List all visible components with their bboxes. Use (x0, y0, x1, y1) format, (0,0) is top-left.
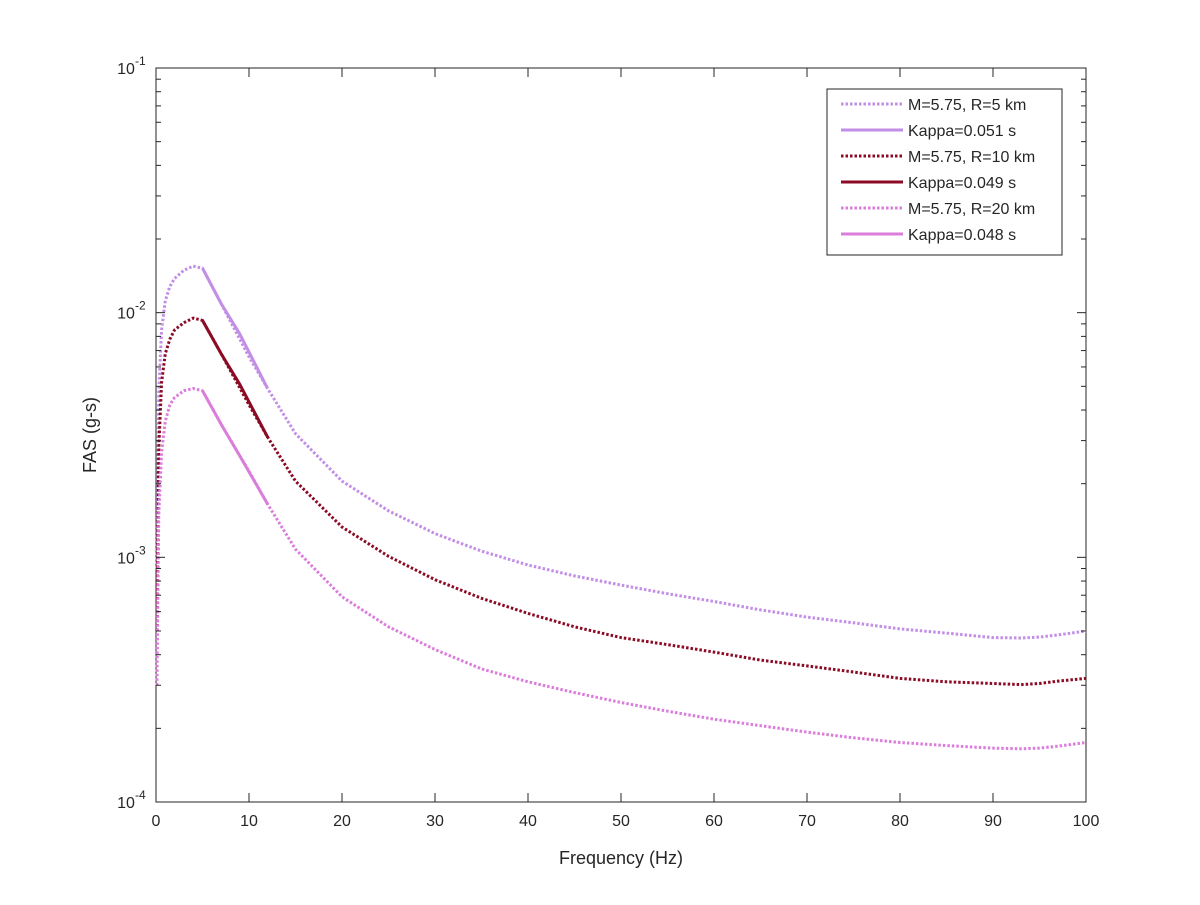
series-line-0 (155, 264, 1087, 640)
legend-label-2: M=5.75, R=10 km (908, 149, 1035, 166)
x-axis-label: Frequency (Hz) (559, 848, 683, 868)
x-tick-label: 90 (984, 813, 1002, 830)
legend: M=5.75, R=5 km Kappa=0.051 s M=5.75, R=10 … (826, 88, 1063, 256)
y-tick-label: 10 (117, 306, 135, 323)
series-line-1 (201, 267, 269, 390)
legend-label-3: Kappa=0.049 s (908, 175, 1016, 192)
series-line-4 (155, 387, 1087, 751)
y-tick-label-exponent: -4 (135, 788, 146, 802)
y-axis-label: FAS (g-s) (80, 397, 100, 473)
x-tick-label: 60 (705, 813, 723, 830)
y-tick-label: 10 (117, 61, 135, 78)
x-tick-label: 40 (519, 813, 537, 830)
x-tick-label: 10 (240, 813, 258, 830)
x-tick-label: 70 (798, 813, 816, 830)
x-tick-label: 30 (426, 813, 444, 830)
legend-label-0: M=5.75, R=5 km (908, 97, 1026, 114)
y-tick-label-exponent: -3 (135, 543, 146, 557)
x-tick-label: 0 (152, 813, 161, 830)
legend-label-1: Kappa=0.051 s (908, 123, 1016, 140)
series-layer (155, 264, 1087, 751)
x-tick-label: 80 (891, 813, 909, 830)
legend-label-4: M=5.75, R=20 km (908, 201, 1035, 218)
y-tick-label: 10 (117, 795, 135, 812)
x-tick-label: 20 (333, 813, 351, 830)
y-tick-label-exponent: -1 (135, 54, 146, 68)
y-tick-label-exponent: -2 (135, 299, 146, 313)
series-line-3 (201, 319, 269, 438)
series-line-5 (201, 389, 269, 505)
x-tick-label: 50 (612, 813, 630, 830)
legend-label-5: Kappa=0.048 s (908, 227, 1016, 244)
x-tick-label: 100 (1073, 813, 1100, 830)
legend-box (826, 88, 1063, 256)
y-tick-label: 10 (117, 550, 135, 567)
